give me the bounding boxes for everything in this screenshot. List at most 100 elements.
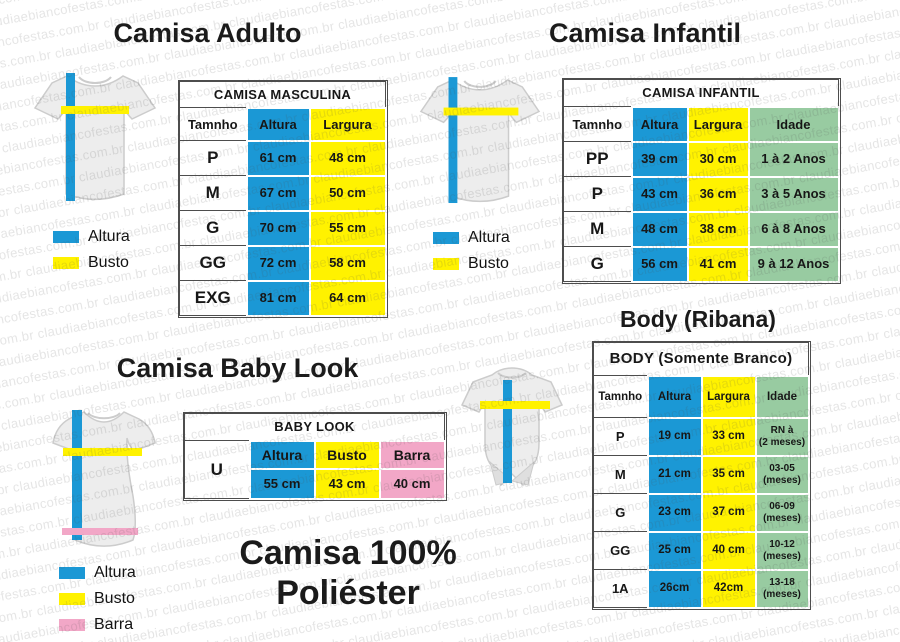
column-header: Altura <box>646 374 703 419</box>
value-cell: 67 cm <box>245 174 311 212</box>
altura-measure-line <box>72 410 82 540</box>
largura-measure-line <box>480 401 550 409</box>
size-table: BABY LOOK U Altura Busto Barra 55 cm 43 cm 40 c… <box>184 413 446 500</box>
column-header: Tamnho <box>593 375 648 418</box>
value-cell: 64 cm <box>308 279 387 317</box>
legend-item-altura: Altura <box>53 228 130 246</box>
column-header: Tamnho <box>179 107 247 141</box>
value-cell: 70 cm <box>245 209 311 247</box>
altura-measure-line <box>448 77 458 204</box>
busto-color-swatch <box>59 593 85 605</box>
tshirt-shape <box>419 79 541 203</box>
legend-item-busto: Busto <box>433 255 510 273</box>
column-header: Altura <box>630 105 689 143</box>
value-cell: 33 cm <box>700 416 757 457</box>
table-row: P 43 cm 36 cm 3 à 5 Anos <box>563 175 840 213</box>
size-cell: M <box>179 175 247 211</box>
value-cell: 81 cm <box>245 279 311 317</box>
value-cell: 19 cm <box>646 416 703 457</box>
size-cell: GG <box>593 531 648 570</box>
legend-item-altura: Altura <box>433 229 510 247</box>
size-table: CAMISA MASCULINA Tamnho Altura Largura P 61 c… <box>179 81 387 317</box>
size-cell: P <box>563 176 632 212</box>
value-cell: 35 cm <box>700 454 757 495</box>
altura-color-swatch <box>53 231 79 243</box>
altura-color-swatch <box>433 232 459 244</box>
busto-measure-line <box>61 106 129 114</box>
collar-line <box>78 76 112 84</box>
material-note: Camisa 100% Poliéster <box>173 533 523 613</box>
size-cell: 1A <box>593 569 648 608</box>
value-cell: 30 cm <box>686 140 750 178</box>
value-cell: 39 cm <box>630 140 689 178</box>
value-cell: 6 à 8 Anos <box>747 210 840 248</box>
tshirt-shape <box>33 75 157 200</box>
value-cell: 40 cm <box>700 530 757 571</box>
collar-line <box>87 412 121 420</box>
adult-shirt-image <box>33 70 157 210</box>
collar-line <box>497 372 527 379</box>
section-title-infantil: Camisa Infantil <box>548 18 742 48</box>
table-row: M 21 cm 35 cm 03-05 (meses) <box>593 454 810 495</box>
table-row: GG 72 cm 58 cm <box>179 244 387 282</box>
column-header: Altura <box>248 439 316 470</box>
table-row: PP 39 cm 30 cm 1 à 2 Anos <box>563 140 840 178</box>
onesie-leg-flap <box>510 460 535 486</box>
legend-item-altura: Altura <box>59 564 136 582</box>
table-title: CAMISA MASCULINA <box>179 81 386 108</box>
baby-body-image <box>450 366 574 494</box>
section-title-body: Body (Ribana) <box>620 306 776 332</box>
adult-size-table: CAMISA MASCULINA Tamnho Altura Largura P 61 c… <box>178 80 388 318</box>
barra-measure-line <box>62 528 138 535</box>
value-cell: 3 à 5 Anos <box>747 175 840 213</box>
table-row: P 19 cm 33 cm RN à (2 meses) <box>593 416 810 457</box>
table-title: BABY LOOK <box>184 413 445 441</box>
size-cell: G <box>179 210 247 246</box>
column-header: Idade <box>747 105 840 143</box>
column-header: U <box>184 440 250 499</box>
legend-label: Busto <box>88 254 129 271</box>
busto-color-swatch <box>53 257 79 269</box>
column-header: Busto <box>313 439 381 470</box>
table-row: 1A 26cm 42cm 13-18 (meses) <box>593 568 810 609</box>
babylook-size-table: BABY LOOK U Altura Busto Barra 55 cm 43 cm 40 c… <box>183 412 447 501</box>
value-cell: 10-12 (meses) <box>754 530 810 571</box>
value-cell: 36 cm <box>686 175 750 213</box>
infantil-size-table: CAMISA INFANTIL Tamnho Altura Largura Idade P… <box>562 78 841 284</box>
adult-legend: Altura Busto <box>53 228 130 280</box>
table-row: M 67 cm 50 cm <box>179 174 387 212</box>
value-cell: 13-18 (meses) <box>754 568 810 609</box>
column-header: Largura <box>308 106 387 142</box>
value-cell: 58 cm <box>308 244 387 282</box>
altura-measure-line <box>503 380 512 483</box>
collar-line <box>463 80 497 88</box>
value-cell: 55 cm <box>308 209 387 247</box>
table-row: G 23 cm 37 cm 06-09 (meses) <box>593 492 810 533</box>
table-row: G 70 cm 55 cm <box>179 209 387 247</box>
legend-item-busto: Busto <box>53 254 130 272</box>
value-cell: 03-05 (meses) <box>754 454 810 495</box>
material-note-line1: Camisa 100% <box>239 534 457 572</box>
size-cell: P <box>179 140 247 176</box>
legend-label: Altura <box>94 564 136 581</box>
size-cell: G <box>563 246 632 282</box>
value-cell: 55 cm <box>248 467 316 500</box>
value-cell: 21 cm <box>646 454 703 495</box>
babylook-shirt-image <box>36 404 172 552</box>
barra-color-swatch <box>59 619 85 631</box>
value-cell: 72 cm <box>245 244 311 282</box>
body-size-table: BODY (Somente Branco) Tamnho Altura Largura… <box>592 341 811 610</box>
legend-item-busto: Busto <box>59 590 136 608</box>
value-cell: 1 à 2 Anos <box>747 140 840 178</box>
value-cell: 48 cm <box>308 139 387 177</box>
value-cell: 43 cm <box>630 175 689 213</box>
column-header: Idade <box>754 374 810 419</box>
table-row: M 48 cm 38 cm 6 à 8 Anos <box>563 210 840 248</box>
value-cell: 9 à 12 Anos <box>747 245 840 283</box>
material-note-line2: Poliéster <box>276 574 420 612</box>
babylook-legend: Altura Busto Barra <box>59 564 136 642</box>
legend-label: Barra <box>94 616 134 633</box>
size-table: CAMISA INFANTIL Tamnho Altura Largura Idade P… <box>563 79 840 283</box>
value-cell: 25 cm <box>646 530 703 571</box>
table-title: BODY (Somente Branco) <box>593 342 809 376</box>
